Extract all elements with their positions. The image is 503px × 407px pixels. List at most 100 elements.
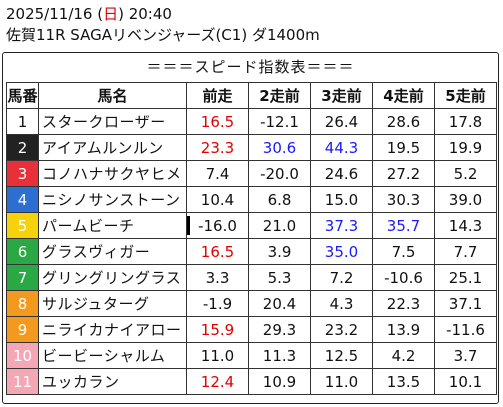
speed-index-cell: 22.3	[372, 290, 435, 317]
horse-number: 9	[6, 316, 39, 343]
header-row: 馬番 馬名 前走 2走前 3走前 4走前 5走前	[6, 82, 497, 109]
speed-index-cell: 20.4	[248, 290, 311, 317]
horse-name: サルジュターグ	[38, 290, 187, 317]
speed-index-cell: 44.3	[310, 134, 373, 161]
horse-name: スタークローザー	[38, 108, 187, 135]
table-row: 5 パームビーチ -16.0 21.0 37.3 35.7 14.3	[6, 212, 497, 239]
col-header-number: 馬番	[6, 82, 39, 109]
horse-number: 5	[6, 212, 39, 239]
speed-index-cell: -12.1	[248, 108, 311, 135]
horse-number: 3	[6, 160, 39, 187]
speed-index-cell: 5.3	[248, 264, 311, 291]
col-header-5ago: 5走前	[434, 82, 497, 109]
speed-index-cell: 37.1	[434, 290, 497, 317]
speed-index-cell: 13.9	[372, 316, 435, 343]
speed-index-cell: -11.6	[434, 316, 497, 343]
speed-index-cell: 19.9	[434, 134, 497, 161]
table-body: 1 スタークローザー 16.5 -12.1 26.4 28.6 17.8 2 アイアムルンルン 2…	[6, 108, 497, 395]
speed-index-cell: 28.6	[372, 108, 435, 135]
table-title: ＝＝＝スピード指数表＝＝＝	[146, 58, 355, 76]
speed-index-cell: 30.6	[248, 134, 311, 161]
speed-index-cell: 5.2	[434, 160, 497, 187]
horse-name: ニライカナイアロー	[38, 316, 187, 343]
speed-index-cell: 26.4	[310, 108, 373, 135]
speed-index-cell: 30.3	[372, 186, 435, 213]
speed-index-cell: 23.2	[310, 316, 373, 343]
col-header-last: 前走	[186, 82, 249, 109]
date-prefix: 2025/11/16 (	[6, 5, 104, 23]
speed-index-cell: -10.6	[372, 264, 435, 291]
table-row: 9 ニライカナイアロー 15.9 29.3 23.2 13.9 -11.6	[6, 316, 497, 343]
speed-index-cell: 7.7	[434, 238, 497, 265]
date-suffix: ) 20:40	[118, 5, 172, 23]
speed-index-cell: 10.9	[248, 368, 311, 395]
speed-index-cell: 13.5	[372, 368, 435, 395]
horse-name: ビービーシャルム	[38, 342, 187, 369]
speed-index-cell: -16.0	[186, 212, 249, 239]
horse-name: アイアムルンルン	[38, 134, 187, 161]
horse-name: ユッカラン	[38, 368, 187, 395]
speed-index-cell: 21.0	[248, 212, 311, 239]
speed-index-cell: 27.2	[372, 160, 435, 187]
speed-index-cell: 24.6	[310, 160, 373, 187]
table-row: 11 ユッカラン 12.4 10.9 11.0 13.5 10.1	[6, 368, 497, 395]
speed-index-cell: 29.3	[248, 316, 311, 343]
speed-index-cell: 37.3	[310, 212, 373, 239]
speed-index-cell: 4.3	[310, 290, 373, 317]
speed-index-cell: 23.3	[186, 134, 249, 161]
col-header-name: 馬名	[38, 82, 187, 109]
speed-index-cell: 12.4	[186, 368, 249, 395]
speed-index-cell: -1.9	[186, 290, 249, 317]
col-header-3ago: 3走前	[310, 82, 373, 109]
horse-name: パームビーチ	[38, 212, 187, 239]
speed-index-cell: -20.0	[248, 160, 311, 187]
day-of-week: 日	[103, 5, 119, 23]
horse-number: 6	[6, 238, 39, 265]
table-row: 1 スタークローザー 16.5 -12.1 26.4 28.6 17.8	[6, 108, 497, 135]
table-row: 4 ニシノサンストーン 10.4 6.8 15.0 30.3 39.0	[6, 186, 497, 213]
speed-index-cell: 35.0	[310, 238, 373, 265]
speed-index-cell: 11.3	[248, 342, 311, 369]
race-header: 2025/11/16 (日) 20:40 佐賀11R SAGAリベンジャーズ(C…	[6, 4, 320, 46]
date-line: 2025/11/16 (日) 20:40	[6, 4, 320, 25]
speed-index-cell: 7.5	[372, 238, 435, 265]
speed-index-panel: ＝＝＝スピード指数表＝＝＝ 馬番 馬名 前走 2走前 3走前 4走前 5走前 1…	[2, 52, 499, 404]
speed-index-cell: 14.3	[434, 212, 497, 239]
speed-index-table: 馬番 馬名 前走 2走前 3走前 4走前 5走前 1 スタークローザー 16.5 -1…	[6, 82, 497, 395]
horse-number: 8	[6, 290, 39, 317]
speed-index-cell: 10.4	[186, 186, 249, 213]
horse-name: ニシノサンストーン	[38, 186, 187, 213]
speed-index-cell: 12.5	[310, 342, 373, 369]
speed-index-cell: 17.8	[434, 108, 497, 135]
speed-index-cell: 19.5	[372, 134, 435, 161]
speed-index-cell: 15.9	[186, 316, 249, 343]
horse-number: 11	[6, 368, 39, 395]
speed-index-cell: 16.5	[186, 238, 249, 265]
speed-index-cell: 3.3	[186, 264, 249, 291]
col-header-4ago: 4走前	[372, 82, 435, 109]
horse-number: 2	[6, 134, 39, 161]
speed-index-cell: 7.2	[310, 264, 373, 291]
speed-index-cell: 3.7	[434, 342, 497, 369]
speed-index-cell: 4.2	[372, 342, 435, 369]
horse-name: グリングリングラス	[38, 264, 187, 291]
speed-index-cell: 6.8	[248, 186, 311, 213]
horse-name: コノハナサクヤヒメ	[38, 160, 187, 187]
table-row: 2 アイアムルンルン 23.3 30.6 44.3 19.5 19.9	[6, 134, 497, 161]
horse-number: 7	[6, 264, 39, 291]
table-row: 8 サルジュターグ -1.9 20.4 4.3 22.3 37.1	[6, 290, 497, 317]
horse-number: 1	[6, 108, 39, 135]
table-row: 3 コノハナサクヤヒメ 7.4 -20.0 24.6 27.2 5.2	[6, 160, 497, 187]
table-row: 7 グリングリングラス 3.3 5.3 7.2 -10.6 25.1	[6, 264, 497, 291]
speed-index-cell: 10.1	[434, 368, 497, 395]
speed-index-cell: 11.0	[186, 342, 249, 369]
speed-index-cell: 11.0	[310, 368, 373, 395]
speed-index-cell: 15.0	[310, 186, 373, 213]
horse-number: 10	[6, 342, 39, 369]
speed-index-cell: 3.9	[248, 238, 311, 265]
speed-index-cell: 7.4	[186, 160, 249, 187]
speed-index-cell: 25.1	[434, 264, 497, 291]
horse-name: グラスヴィガー	[38, 238, 187, 265]
speed-index-cell: 39.0	[434, 186, 497, 213]
table-row: 6 グラスヴィガー 16.5 3.9 35.0 7.5 7.7	[6, 238, 497, 265]
